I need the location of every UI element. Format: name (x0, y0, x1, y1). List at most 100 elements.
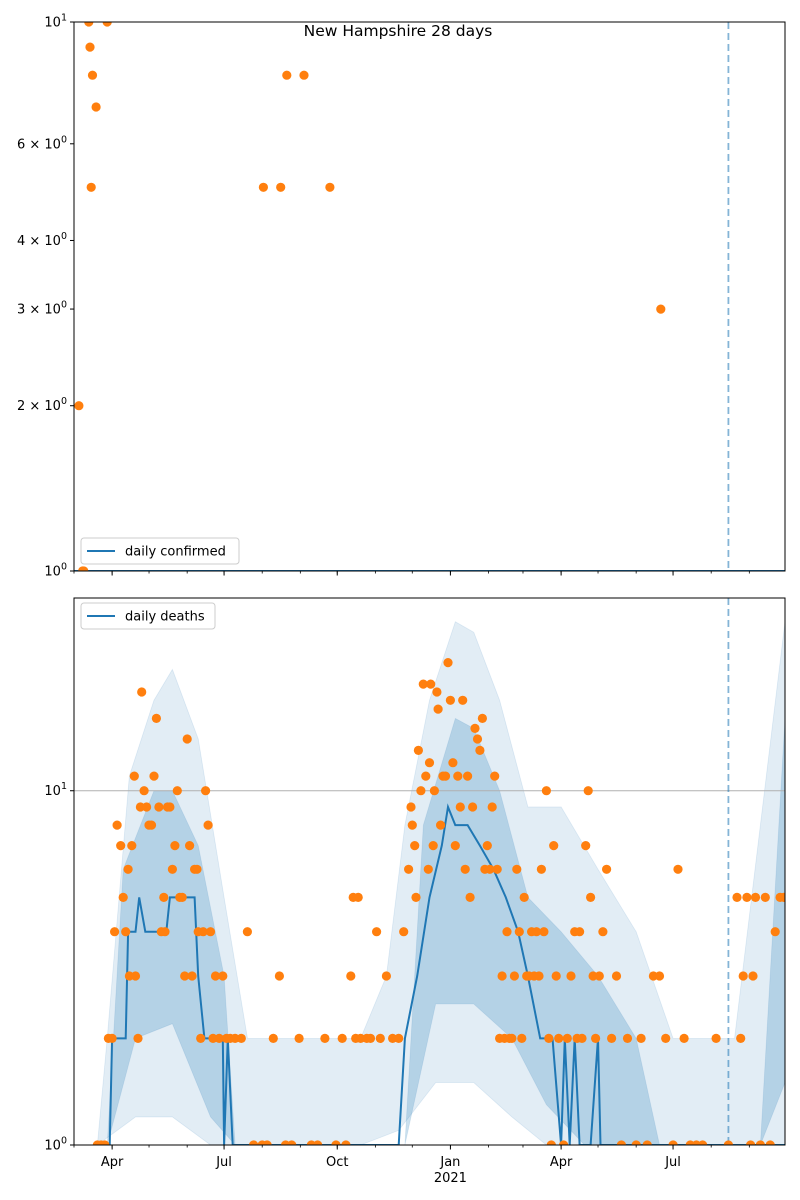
y-tick-label: 3 × 100 (17, 300, 67, 318)
data-point (137, 687, 147, 697)
data-point (107, 1033, 117, 1043)
data-point (443, 658, 453, 668)
data-point (91, 102, 101, 112)
chart-title: New Hampshire 28 days (304, 22, 493, 40)
data-point (210, 971, 221, 981)
data-point (591, 1033, 601, 1043)
data-point (428, 841, 438, 851)
data-point (482, 841, 492, 851)
data-point (534, 971, 544, 981)
data-point (485, 864, 495, 874)
data-point (502, 927, 512, 937)
data-point (346, 971, 356, 981)
data-point (214, 1033, 224, 1043)
confirmed-panel: New Hampshire 28 days 100 2 × 100 3 × 100 4… (17, 13, 786, 580)
data-point (116, 841, 126, 851)
data-point (748, 971, 758, 981)
x-tick-label: Jul (215, 1155, 232, 1170)
data-point (218, 971, 228, 981)
data-point (750, 892, 761, 903)
data-point (139, 786, 149, 796)
data-point (142, 802, 152, 812)
data-point (299, 70, 309, 80)
data-point (287, 1140, 297, 1145)
data-point (517, 1033, 527, 1043)
data-point (203, 820, 213, 830)
data-point (470, 723, 480, 734)
data-point (74, 401, 84, 411)
data-point (416, 786, 426, 796)
data-point (249, 1140, 259, 1145)
data-point (167, 864, 177, 874)
data-point (468, 802, 478, 812)
data-point (611, 971, 622, 981)
data-point (760, 892, 770, 903)
data-point (541, 786, 552, 796)
data-point (465, 892, 475, 903)
data-point (151, 713, 161, 724)
legend: daily confirmed (80, 537, 240, 565)
data-point (432, 687, 442, 697)
data-point (536, 864, 547, 874)
data-point (86, 182, 96, 192)
data-point (458, 695, 468, 705)
data-point (559, 1140, 569, 1145)
data-point (453, 771, 463, 781)
uncertainty-band-0 (96, 621, 785, 1145)
axes-frame (73, 597, 786, 1146)
data-point (490, 771, 500, 781)
data-point (673, 864, 683, 874)
data-point (636, 1033, 646, 1043)
data-point (738, 971, 748, 981)
data-point (433, 704, 443, 714)
data-point (711, 1033, 721, 1043)
data-point (242, 927, 252, 937)
data-point (746, 1140, 756, 1145)
data-point (577, 1033, 587, 1043)
legend-label: daily deaths (125, 610, 205, 625)
data-point (102, 22, 112, 27)
data-point (575, 927, 585, 937)
data-point (353, 892, 363, 903)
data-point (320, 1033, 330, 1043)
data-point (460, 864, 470, 874)
plot-area (74, 22, 785, 571)
data-point (514, 927, 524, 937)
data-point (679, 1033, 689, 1043)
data-point (159, 892, 169, 903)
data-point (121, 927, 131, 937)
data-point (607, 1033, 617, 1043)
data-point (185, 841, 195, 851)
data-point (440, 771, 451, 781)
data-point (544, 1033, 554, 1043)
data-point (656, 304, 666, 314)
data-point (492, 864, 502, 874)
data-point (583, 786, 593, 796)
data-point (472, 734, 483, 744)
data-point (487, 802, 497, 812)
data-point (130, 971, 141, 981)
data-point (165, 802, 175, 812)
data-point (551, 971, 561, 981)
x-tick-label: Jul (664, 1155, 681, 1170)
data-point (294, 1033, 304, 1043)
data-point (448, 758, 458, 768)
data-point (149, 771, 159, 781)
data-point (779, 892, 785, 902)
data-point (372, 927, 382, 937)
data-point (736, 1033, 746, 1043)
data-point (424, 758, 435, 768)
x-tick-label: Apr (101, 1155, 124, 1170)
y-tick-label: 100 (44, 562, 67, 580)
data-point (429, 786, 439, 796)
data-point (475, 745, 485, 756)
data-point (661, 1033, 671, 1043)
data-point (407, 820, 417, 830)
data-point (187, 971, 197, 981)
data-point (205, 927, 216, 937)
data-point (418, 679, 428, 689)
data-point (742, 892, 752, 903)
data-point (410, 841, 420, 851)
y-tick-label: 101 (44, 781, 67, 799)
